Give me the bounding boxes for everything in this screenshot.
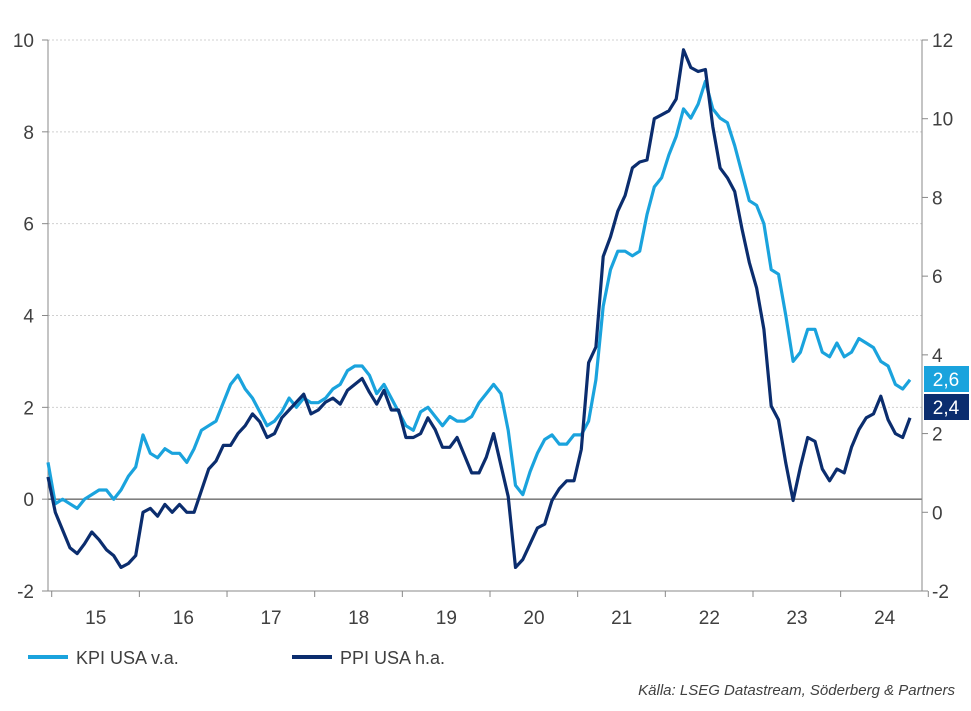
left-tick-label: 4: [23, 307, 34, 328]
last-value-label-ppi: 2,4: [933, 398, 960, 419]
right-tick-label: 0: [932, 503, 943, 524]
left-tick-label: 0: [23, 490, 34, 511]
left-tick-label: 8: [23, 123, 34, 144]
series-line-ppi: [46, 48, 912, 569]
right-tick-label: 10: [932, 110, 953, 131]
right-tick-label: 6: [932, 267, 943, 288]
x-tick-label: 15: [85, 608, 106, 629]
x-tick-label: 23: [786, 608, 807, 629]
gridlines: [48, 39, 922, 408]
right-tick-label: 4: [932, 346, 943, 367]
left-tick-label: 10: [13, 31, 34, 52]
right-tick-label: -2: [932, 582, 949, 603]
right-tick-label: 12: [932, 31, 953, 52]
x-tick-label: 21: [611, 608, 632, 629]
x-tick-label: 19: [436, 608, 457, 629]
right-tick-label: 2: [932, 425, 943, 446]
legend: KPI USA v.a. PPI USA h.a.: [28, 648, 445, 668]
series-line-kpi: [46, 79, 912, 510]
right-tick-label: 8: [932, 188, 943, 209]
left-tick-label: 2: [23, 398, 34, 419]
legend-label-ppi: PPI USA h.a.: [340, 648, 445, 668]
left-tick-label: -2: [17, 582, 34, 603]
x-tick-label: 22: [699, 608, 720, 629]
series-lines: [46, 48, 912, 569]
left-tick-label: 6: [23, 215, 34, 236]
x-tick-label: 20: [523, 608, 544, 629]
last-value-badge-ppi: [924, 394, 969, 420]
last-value-label-kpi: 2,6: [933, 370, 959, 391]
x-tick-label: 18: [348, 608, 369, 629]
last-value-badges: 2,62,4: [924, 366, 969, 420]
x-tick-label: 16: [173, 608, 194, 629]
last-value-badge-kpi: [924, 366, 969, 392]
x-tick-label: 24: [874, 608, 896, 629]
source-note: Källa: LSEG Datastream, Söderberg & Part…: [638, 682, 955, 699]
x-tick-label: 17: [260, 608, 281, 629]
legend-label-kpi: KPI USA v.a.: [76, 648, 179, 668]
